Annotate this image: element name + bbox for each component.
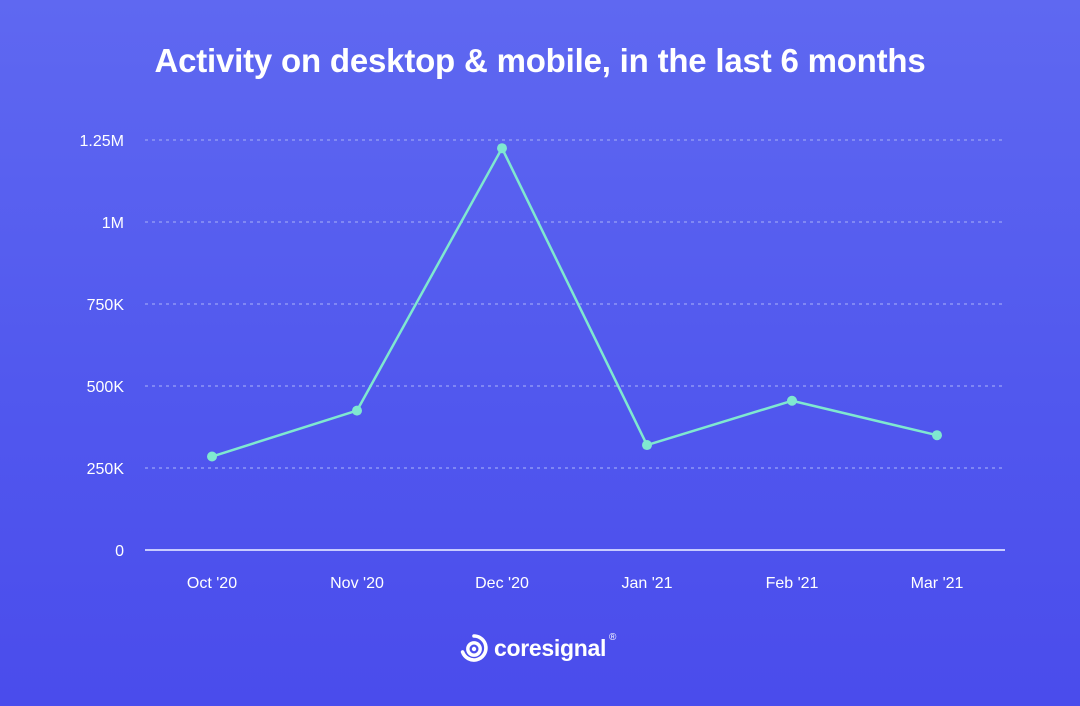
grid-lines bbox=[145, 139, 1005, 551]
y-axis-ticks: 0 250K 500K 750K 1M 1.25M bbox=[80, 133, 125, 560]
series-line bbox=[211, 146, 938, 458]
brand-logo: coresignal ® bbox=[458, 630, 616, 666]
data-point bbox=[207, 451, 217, 462]
registered-mark: ® bbox=[609, 632, 617, 643]
y-tick-label: 250K bbox=[87, 461, 125, 478]
x-tick-label: Nov '20 bbox=[330, 575, 384, 592]
y-tick-label: 750K bbox=[87, 297, 125, 314]
y-tick-label: 500K bbox=[87, 379, 125, 396]
chart-title: Activity on desktop & mobile, in the las… bbox=[154, 42, 926, 79]
y-tick-label: 1.25M bbox=[80, 133, 124, 150]
x-axis-ticks: Oct '20 Nov '20 Dec '20 Jan '21 Feb '21 Mar '… bbox=[187, 575, 964, 592]
data-point bbox=[932, 430, 942, 441]
x-tick-label: Jan '21 bbox=[621, 575, 672, 592]
data-point bbox=[787, 395, 797, 406]
data-point bbox=[642, 440, 652, 451]
x-tick-label: Mar '21 bbox=[911, 575, 964, 592]
y-tick-label: 0 bbox=[115, 543, 124, 560]
data-point bbox=[352, 405, 362, 416]
y-tick-label: 1M bbox=[102, 215, 124, 232]
x-tick-label: Oct '20 bbox=[187, 575, 237, 592]
coresignal-logo-icon bbox=[460, 634, 488, 662]
x-tick-label: Feb '21 bbox=[766, 575, 819, 592]
x-tick-label: Dec '20 bbox=[475, 575, 529, 592]
series-activity bbox=[207, 143, 942, 462]
data-point bbox=[497, 143, 507, 154]
brand-name: coresignal bbox=[494, 634, 607, 661]
